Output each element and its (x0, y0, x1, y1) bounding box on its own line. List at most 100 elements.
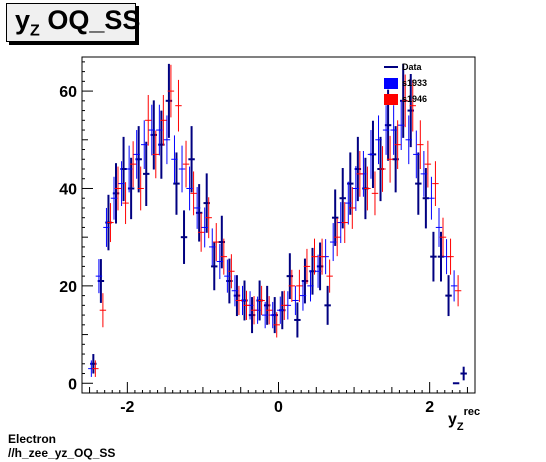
title-rest: OQ_SS (39, 5, 141, 35)
data-point (397, 100, 405, 151)
data-point (231, 275, 239, 307)
data-point (122, 182, 129, 225)
data-point (329, 223, 337, 262)
data-point (435, 207, 443, 247)
legend-label: s1946 (402, 94, 427, 104)
data-point (288, 269, 296, 302)
data-point (339, 168, 346, 229)
data-point (228, 254, 235, 289)
data-point (303, 248, 311, 284)
data-point (173, 152, 180, 215)
data-point (118, 161, 125, 207)
data-point (375, 115, 382, 165)
legend-label: s1933 (402, 78, 427, 88)
data-point (314, 254, 322, 288)
footer-line-2: //h_zee_yz_OQ_SS (8, 446, 116, 460)
data-point (129, 141, 137, 188)
data-point (209, 228, 216, 266)
data-point (311, 238, 318, 275)
data-point (235, 285, 243, 316)
data-point (114, 166, 122, 211)
title-box: yZ OQ_SS (6, 3, 140, 42)
data-point (356, 150, 364, 197)
legend: Data s1933 s1946 (384, 62, 427, 105)
y-tick-label: 60 (59, 84, 77, 101)
x-tick-label: -2 (120, 399, 134, 416)
data-point (148, 104, 156, 156)
data-point (422, 168, 430, 229)
data-point (460, 366, 467, 381)
data-point (201, 207, 208, 248)
data-point (294, 302, 301, 338)
data-point (167, 64, 175, 118)
x-axis-label-sub: Z (457, 421, 464, 433)
data-point (281, 290, 288, 320)
data-point (415, 152, 422, 215)
data-point (432, 161, 439, 207)
data-point (107, 203, 114, 243)
data-point (137, 166, 144, 211)
series-Data (90, 63, 467, 385)
data-point (243, 290, 250, 320)
data-point (413, 130, 420, 179)
y-tick-label: 20 (59, 279, 77, 296)
data-point (430, 231, 437, 282)
data-point (143, 141, 150, 207)
data-point (205, 197, 212, 239)
data-point (326, 259, 333, 293)
plot-frame (81, 56, 476, 394)
data-point (379, 146, 386, 192)
data-point (454, 275, 462, 307)
data-point (220, 238, 228, 275)
title-main: y (15, 5, 31, 35)
series-group (88, 63, 467, 385)
data-point (269, 301, 276, 329)
data-point (341, 202, 348, 244)
data-point (367, 130, 375, 179)
data-point (178, 145, 186, 193)
data-point (405, 115, 412, 165)
data-point (145, 94, 152, 146)
legend-swatch (384, 94, 398, 105)
series-s1946 (92, 64, 462, 377)
data-point (428, 176, 435, 220)
data-point (401, 74, 409, 128)
data-point (250, 296, 258, 325)
y-tick-label: 40 (59, 181, 77, 198)
footer-line-1: Electron (8, 432, 57, 446)
data-point (152, 130, 160, 179)
data-point (349, 187, 356, 229)
data-point (409, 79, 416, 132)
data-point (171, 135, 178, 184)
data-point (386, 135, 394, 183)
x-tick-label: 0 (274, 399, 283, 416)
data-point (180, 210, 188, 264)
x-axis-label-main: y (448, 411, 457, 428)
data-point (450, 270, 458, 302)
data-point (258, 285, 265, 316)
data-point (160, 94, 167, 146)
data-point (261, 301, 269, 329)
data-point (197, 212, 205, 252)
data-point (447, 238, 454, 275)
data-point (417, 120, 424, 169)
data-point (273, 312, 280, 338)
data-point (333, 218, 341, 257)
data-point (420, 150, 428, 197)
data-point (445, 275, 452, 317)
title-sub: Z (30, 22, 40, 40)
data-point (125, 145, 133, 193)
data-point (193, 187, 201, 229)
data-point (211, 242, 218, 291)
data-point (95, 259, 103, 294)
data-point (190, 171, 197, 216)
data-point (331, 189, 339, 246)
data-point (345, 181, 352, 225)
data-point (277, 296, 284, 324)
data-point (352, 166, 360, 211)
data-point (296, 269, 303, 302)
y-tick-label: 0 (68, 376, 77, 393)
data-point (188, 126, 195, 193)
data-point (265, 296, 273, 325)
